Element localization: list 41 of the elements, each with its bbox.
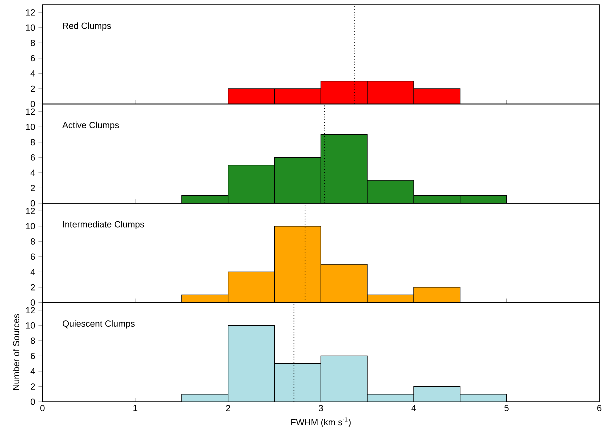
y-tick-label: 12 xyxy=(26,108,36,116)
y-tick-label: 8 xyxy=(30,139,36,146)
y-tick-label: 10 xyxy=(26,24,36,32)
x-tick-label: 6 xyxy=(598,405,602,412)
text: Red Clumps xyxy=(63,22,112,32)
y-tick-label: 6 xyxy=(31,154,36,161)
y-tick-label: 12 xyxy=(26,10,36,16)
y-tick-label: 6 xyxy=(31,55,36,62)
y-tick-label: 8 xyxy=(30,238,36,245)
y-tick-label: 2 xyxy=(31,384,36,390)
y-tick-label: 12 xyxy=(26,208,36,214)
y-tick-label: 4 xyxy=(30,368,36,375)
y-tick-label: 10 xyxy=(26,223,36,230)
y-tick-label: 0 xyxy=(30,399,36,406)
y-tick-label: 0 xyxy=(30,300,36,306)
y-tick-label: 4 xyxy=(30,70,36,77)
y-axis-title: Number of Sources xyxy=(12,314,20,390)
y-tick-label: 10 xyxy=(26,322,36,329)
x-tick-label: 3 xyxy=(318,405,324,412)
y-tick-label: 8 xyxy=(30,338,36,344)
x-axis-title: FWHM (km s$^{-1}$) xyxy=(292,418,351,428)
y-tick-label: 12 xyxy=(26,307,36,314)
x-tick-label: 4 xyxy=(412,405,416,412)
y-tick-label: 2 xyxy=(31,86,36,92)
y-tick-label: 2 xyxy=(31,185,36,192)
x-tick-label: 0 xyxy=(40,405,45,412)
text: Active Clumps xyxy=(62,122,120,130)
y-tick-label: 10 xyxy=(26,124,36,130)
y-tick-label: 4 xyxy=(30,269,36,276)
y-tick-label: 4 xyxy=(30,170,36,176)
x-tick-label: 2 xyxy=(226,405,230,412)
y-tick-label: 0 xyxy=(30,200,36,207)
y-tick-label: 6 xyxy=(31,353,36,360)
text: Quiescent Clumps xyxy=(62,320,135,329)
y-tick-label: 6 xyxy=(31,254,36,260)
x-tick-label: 1 xyxy=(134,405,138,412)
x-tick-label: 5 xyxy=(504,405,509,412)
text: Intermediate Clumps xyxy=(63,221,144,230)
y-tick-label: 8 xyxy=(30,40,36,46)
y-tick-label: 2 xyxy=(31,284,36,291)
y-tick-label: 0 xyxy=(30,101,36,108)
